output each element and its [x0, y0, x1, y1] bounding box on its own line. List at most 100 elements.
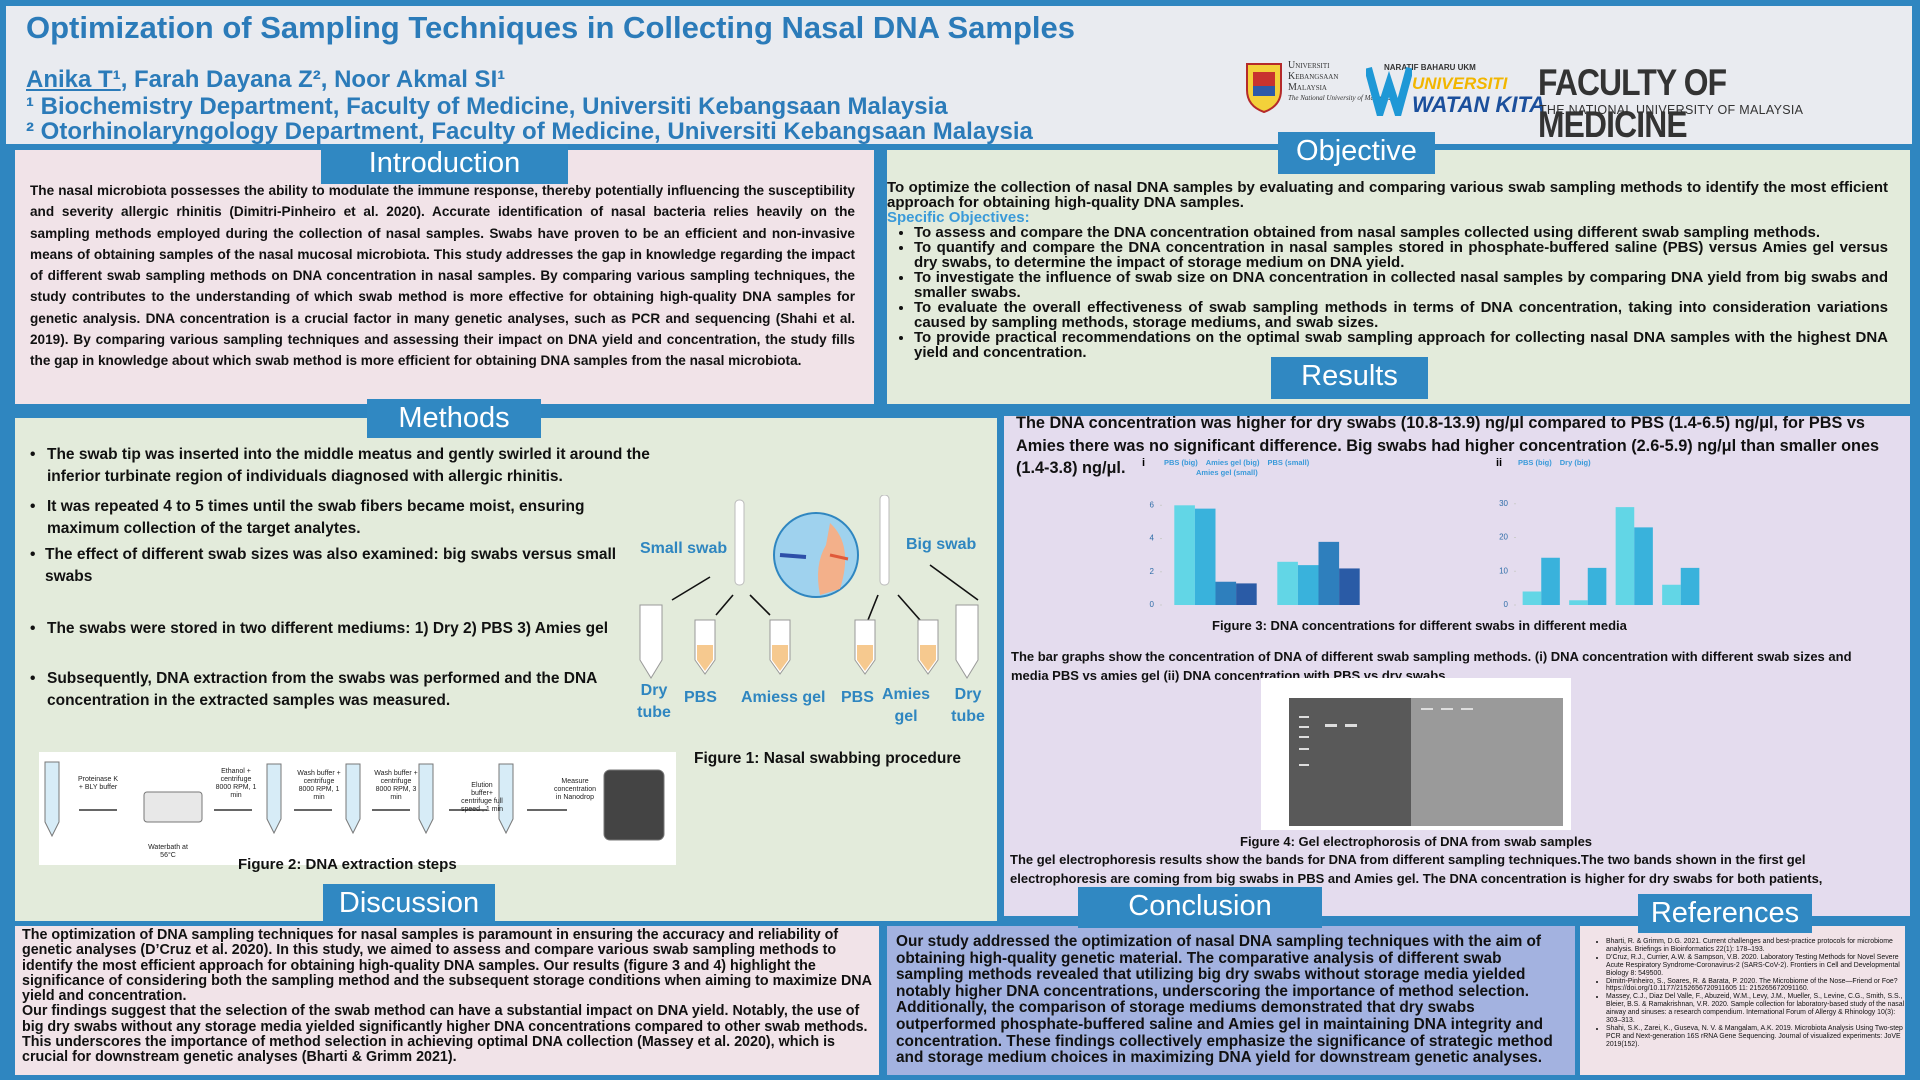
bar [1339, 568, 1360, 605]
co-authors: , Farah Dayana Z², Noor Akmal SI¹ [120, 66, 506, 93]
figure-caption: Figure 1: Nasal swabbing procedure [694, 750, 962, 767]
objective-item: To evaluate the overall effectiveness of… [914, 300, 1888, 330]
conclusion-panel: Our study addressed the optimization of … [887, 926, 1575, 1075]
bar [1215, 581, 1237, 605]
bar [1569, 600, 1588, 605]
figure-text: The gel electrophoresis results show the… [1010, 852, 1823, 886]
section-heading: Introduction [321, 144, 568, 184]
gel-image [1261, 678, 1571, 830]
legend-entry: PBS (big) [1164, 458, 1198, 467]
bar [1634, 527, 1653, 605]
y-tick-label: 20 [1499, 533, 1508, 542]
y-tick-label: 4 [1150, 534, 1155, 543]
bar [1541, 557, 1560, 605]
objective-item: To provide practical recommendations on … [914, 330, 1888, 360]
section-heading: Methods [367, 399, 541, 438]
reference: D’Cruz, R.J., Currier, A.W. & Sampson, V… [1606, 954, 1905, 978]
title: Optimization of Sampling Techniques in C… [26, 10, 1075, 45]
bar [1615, 507, 1635, 605]
ukm-crest [1246, 63, 1282, 114]
presenter: Anika T¹ [26, 66, 121, 93]
logo-text: NARATIF BAHARU UKM [1384, 63, 1476, 72]
bar [1680, 567, 1700, 605]
step-label: Wash buffer + centrifuge 8000 RPM, 1 min [297, 770, 341, 801]
tube-label: Amies gel [881, 686, 931, 725]
tube-label: PBS [684, 689, 717, 706]
figure-1-drawing [639, 495, 979, 679]
legend-entry: Amies gel (big) [1206, 458, 1260, 467]
figure-label: Small swab [640, 540, 728, 557]
y-tick-label: 0 [1150, 600, 1155, 609]
reference: Massey, C.J., Diaz Del Valle, F., Abuzei… [1606, 993, 1905, 1025]
step-label: Wash buffer + centrifuge 8000 RPM, 3 min [374, 770, 418, 801]
introduction-panel: The nasal microbiota possesses the abili… [15, 150, 874, 404]
bar [1297, 565, 1319, 605]
y-tick-label: 6 [1150, 500, 1155, 509]
section-heading: Objective [1278, 132, 1435, 174]
tube-label: PBS [841, 689, 874, 706]
legend-entry: Amies gel (small) [1196, 468, 1258, 477]
discussion-text: The optimization of DNA sampling techniq… [22, 927, 872, 1005]
logo-text: THE NATIONAL UNIVERSITY OF MALAYSIA [1539, 103, 1804, 117]
objective-item: To investigate the influence of swab siz… [914, 270, 1888, 300]
authors: Anika T¹, Farah Dayana Z², Noor Akmal SI… [26, 66, 505, 94]
panel-label: ii [1496, 457, 1502, 469]
step-label: Measure concentration in Nanodrop [553, 778, 597, 801]
bar-chart: i PBS (big) Amies gel (big) PBS (small) Amie… [1142, 457, 1360, 609]
logo-text: Malaysia [1288, 82, 1327, 93]
bar [1174, 505, 1195, 605]
results-panel [1004, 416, 1910, 916]
logo-text: Kebangsaan [1288, 71, 1339, 82]
figure-caption: Figure 2: DNA extraction steps [238, 856, 457, 873]
method-bullet: The effect of different swab sizes was a… [45, 546, 617, 585]
bar [1522, 591, 1542, 605]
legend-entry: Dry (big) [1560, 458, 1591, 467]
figure-caption: Figure 3: DNA concentrations for differe… [1212, 618, 1627, 633]
objective-item: To assess and compare the DNA concentrat… [914, 225, 1888, 240]
y-tick-label: 30 [1499, 499, 1508, 508]
section-heading: Results [1271, 357, 1428, 399]
step-label: Ethanol + centrifuge 8000 RPM, 1 min [215, 768, 257, 799]
legend-entry: PBS (big) [1518, 458, 1552, 467]
method-bullet: The swab tip was inserted into the middl… [47, 446, 650, 485]
step-label: Proteinase K + BLY buffer [77, 776, 119, 791]
references-panel: Bharti, R. & Grimm, D.G. 2021. Current c… [1580, 926, 1905, 1075]
header [6, 6, 1912, 144]
objective-item: To quantify and compare the DNA concentr… [914, 240, 1888, 270]
reference: Shahi, S.K., Zarei, K., Guseva, N. V. & … [1606, 1025, 1905, 1049]
y-tick-label: 0 [1504, 600, 1509, 609]
tube-label: Amiess gel [741, 689, 826, 706]
reference: Bharti, R. & Grimm, D.G. 2021. Current c… [1606, 938, 1905, 954]
bar [1277, 561, 1298, 605]
panel-label: i [1142, 457, 1145, 469]
step-label: Waterbath at 56°C [148, 844, 188, 859]
reference: Dimitri-Pinheiro, S., Soares, R. & Barat… [1606, 978, 1905, 994]
watan-mark [1366, 66, 1412, 116]
discussion-text: Our findings suggest that the selection … [22, 1003, 868, 1066]
bar [1318, 541, 1340, 605]
figure-2-drawing [44, 761, 665, 841]
method-bullet: It was repeated 4 to 5 times until the s… [47, 498, 585, 537]
figure-label: Big swab [906, 536, 977, 553]
method-bullet: Subsequently, DNA extraction from the sw… [47, 670, 597, 709]
section-heading: References [1638, 894, 1812, 933]
bar [1662, 584, 1681, 605]
conclusion-text: Our study addressed the optimization of … [896, 933, 1553, 1067]
discussion-panel: The optimization of DNA sampling techniq… [15, 926, 879, 1075]
figure-caption: Figure 4: Gel electrophorosis of DNA fro… [1240, 834, 1593, 849]
tube-label: Dry tube [951, 686, 985, 725]
logo-text: WATAN KITA [1412, 92, 1546, 117]
logo-text: The National University of Malaysia [1288, 94, 1391, 102]
method-bullet: The swabs were stored in two different m… [47, 620, 609, 637]
introduction-text: The nasal microbiota possesses the abili… [30, 183, 855, 369]
bar [1194, 508, 1216, 605]
objective-text: To optimize the collection of nasal DNA … [887, 179, 1888, 211]
affiliation: ² Otorhinolaryngology Department, Facult… [26, 118, 1033, 144]
section-heading: Conclusion [1078, 887, 1322, 928]
section-heading: Discussion [323, 884, 495, 923]
y-tick-label: 2 [1150, 567, 1155, 576]
results-text: The DNA concentration was higher for dry… [1016, 414, 1880, 477]
legend-entry: PBS (small) [1268, 458, 1310, 467]
affiliation: ¹ Biochemistry Department, Faculty of Me… [26, 93, 948, 120]
